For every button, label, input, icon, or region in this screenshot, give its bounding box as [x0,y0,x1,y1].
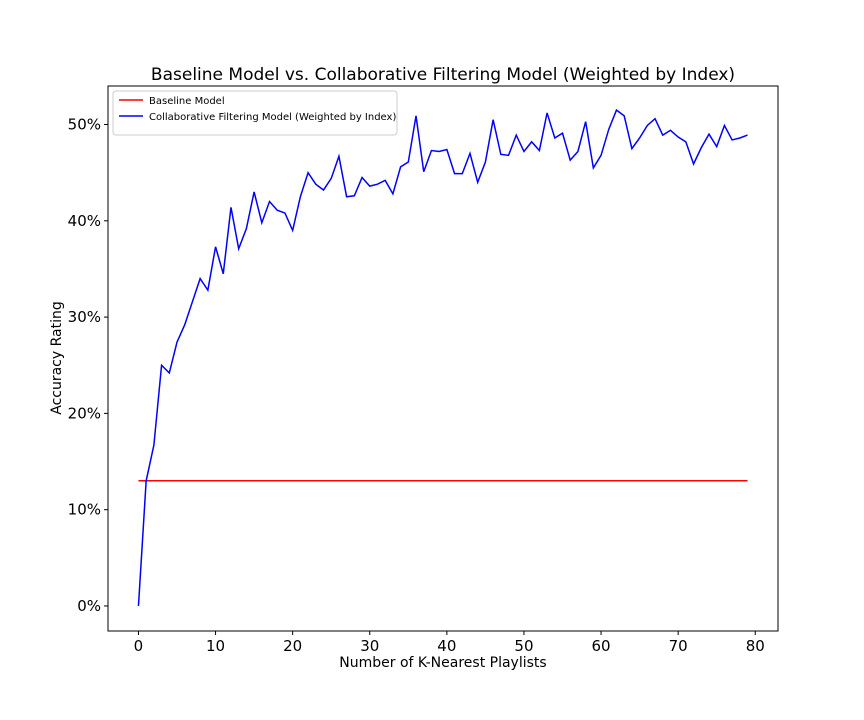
y-tick-label: 0% [77,597,101,615]
x-tick-label: 50 [514,637,533,655]
x-tick-label: 80 [746,637,765,655]
plot-frame [107,85,779,632]
chart-title: Baseline Model vs. Collaborative Filteri… [151,65,735,85]
series-line [137,108,748,607]
x-tick-label: 10 [206,637,225,655]
legend-box [112,90,398,136]
x-tick-label: 30 [360,637,379,655]
y-tick-label: 30% [68,308,101,326]
x-tick-label: 60 [592,637,611,655]
x-axis-label: Number of K-Nearest Playlists [339,655,546,671]
y-tick-label: 10% [68,501,101,519]
y-tick-label: 40% [68,212,101,230]
x-tick-label: 0 [134,637,144,655]
y-tick-label: 50% [68,116,101,134]
y-tick-label: 20% [68,404,101,422]
x-tick-label: 70 [669,637,688,655]
legend-label: Collaborative Filtering Model (Weighted … [149,112,396,123]
legend-label: Baseline Model [149,96,225,107]
y-axis-label: Accuracy Rating [49,301,65,415]
x-tick-label: 20 [283,637,302,655]
x-tick-label: 40 [437,637,456,655]
